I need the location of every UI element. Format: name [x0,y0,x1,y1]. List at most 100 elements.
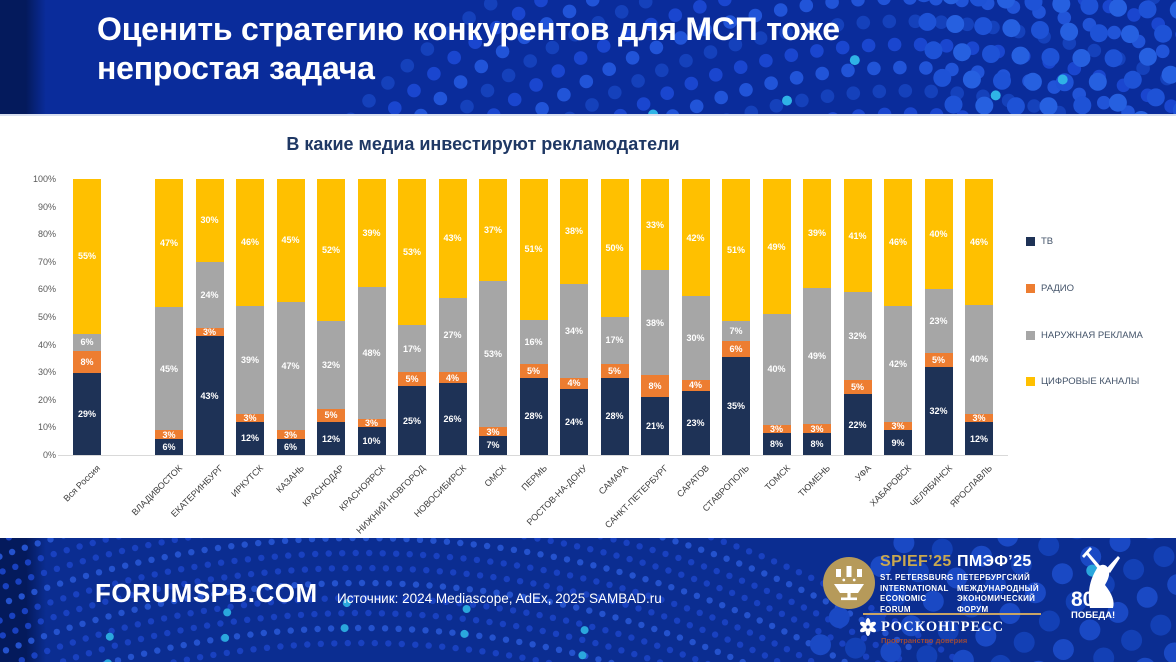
bar-value-label: 32% [321,359,340,370]
bar-segment: 28% [519,377,548,455]
bar-value-label: 23% [929,316,948,327]
bar-value-label: 5% [931,354,945,365]
bar-segment: 46% [884,179,912,306]
gold-divider [863,613,1041,615]
bar-value-label: 3% [283,429,297,440]
bar-segment: 33% [641,179,669,271]
bar-value-label: 3% [810,423,824,434]
bar-value-label: 30% [686,332,705,343]
bar-value-label: 39% [807,228,826,239]
spief-subtitle-ru: ПЕТЕРБУРГСКИЙ МЕЖДУНАРОДНЫЙ ЭКОНОМИЧЕСКИ… [957,573,1039,614]
bar-segment: 3% [357,419,386,428]
spief-title-ru: ПМЭФ’25 [957,553,1032,570]
bar-value-label: 39% [240,354,259,365]
bar-segment: 30% [681,296,710,380]
legend-swatch [1026,377,1035,387]
bar-segment: 8% [73,350,101,374]
chart-title: В какие медиа инвестируют рекламодатели [286,134,680,154]
bar-value-label: 34% [564,325,583,336]
roscongress-logo: РОСКОНГРЕСС [859,618,1004,636]
bar-segment: 27% [438,297,467,373]
legend-label: НАРУЖНАЯ РЕКЛАМА [1041,329,1143,341]
y-axis-label: 80% [37,229,56,240]
victory-80-logo: 80 ПОБЕДА! [1071,547,1120,621]
bar-segment: 34% [560,283,588,378]
source-note: Источник: 2024 Mediascope, AdEx, 2025 SA… [337,591,662,606]
legend-swatch [1026,237,1035,246]
x-axis-line [58,455,1008,456]
bar-segment: 3% [479,426,507,437]
bar-value-label: 43% [443,233,462,244]
bar-segment: 53% [479,281,507,428]
stacked-bar-chart: 0% 10% 20% 30% 40% 50% 60% 70% 80% 90% 100% 29% 8% 6%… [0,116,1176,538]
bar-segment: 4% [681,379,710,391]
bar-segment: 39% [236,305,264,414]
bar-segment: 41% [843,179,872,293]
bar-segment: 50% [600,179,629,317]
bar-value-label: 8% [648,380,662,391]
bar-segment: 7% [722,321,750,341]
bar-value-label: 24% [200,289,219,300]
bar-segment: 10% [357,427,386,455]
bar-value-label: 3% [162,429,176,440]
legend-label: ТВ [1041,236,1054,247]
bar-segment: 40% [762,314,791,425]
bar-value-label: 38% [564,226,583,237]
bar-segment: 53% [398,179,426,326]
bar-segment: 7% [479,435,507,455]
bar-segment: 55% [73,179,101,334]
bar-value-label: 3% [972,413,986,424]
bar-value-label: 5% [405,374,419,385]
bar-value-label: 46% [240,237,259,248]
bar-segment: 51% [519,179,548,320]
bar-value-label: 49% [767,241,786,252]
bar-segment: 5% [843,380,872,395]
bar-value-label: 46% [969,236,988,247]
bar-value-label: 49% [807,351,826,362]
bar-value-label: 5% [850,382,864,393]
bar-value-label: 8% [769,438,783,449]
bar-value-label: 30% [200,215,219,226]
legend-label: ЦИФРОВЫЕ КАНАЛЫ [1041,376,1140,388]
bar-segment: 51% [722,179,750,322]
bar-segment: 3% [965,413,993,424]
y-axis-label: 0% [42,450,56,460]
bar-value-label: 40% [969,354,988,365]
bar-value-label: 4% [688,380,702,391]
slide-footer: FORUMSPB.COM Источник: 2024 Mediascope, … [0,538,1176,662]
bar-segment: 28% [600,377,629,455]
bar-segment: 35% [722,357,750,455]
bar-segment: 42% [681,179,710,297]
bar-value-label: 17% [402,343,421,354]
bar-segment: 3% [276,429,305,440]
bar-value-label: 28% [524,411,543,422]
bar-segment: 6% [722,340,750,358]
bar-value-label: 51% [524,244,543,255]
bar-value-label: 47% [159,238,178,249]
roscongress-name: РОСКОНГРЕСС [881,618,1005,635]
roscongress-swirl-icon [860,618,876,636]
y-axis-label: 100% [32,174,56,184]
bar-value-label: 5% [607,365,621,376]
bar-value-label: 6% [729,344,743,355]
bar-value-label: 32% [848,331,867,342]
bar-segment: 3% [195,328,224,337]
bar-segment: 38% [641,270,669,375]
bar-segment: 52% [317,179,345,322]
legend-swatch [1026,283,1035,293]
bar-value-label: 12% [321,433,340,444]
bar-segment: 48% [357,286,386,420]
victory-number: 80 [1071,588,1094,611]
bar-segment: 3% [803,423,831,434]
bar-value-label: 28% [605,411,624,422]
bar-value-label: 33% [645,219,664,230]
y-axis-label: 70% [37,256,56,267]
bar-value-label: 26% [443,414,462,425]
bar-segment: 29% [73,373,101,455]
bar-value-label: 3% [486,426,500,437]
bar-segment: 5% [600,363,629,378]
bar-value-label: 12% [969,433,988,444]
bar-value-label: 12% [240,433,259,444]
bar-value-label: 25% [402,415,421,426]
